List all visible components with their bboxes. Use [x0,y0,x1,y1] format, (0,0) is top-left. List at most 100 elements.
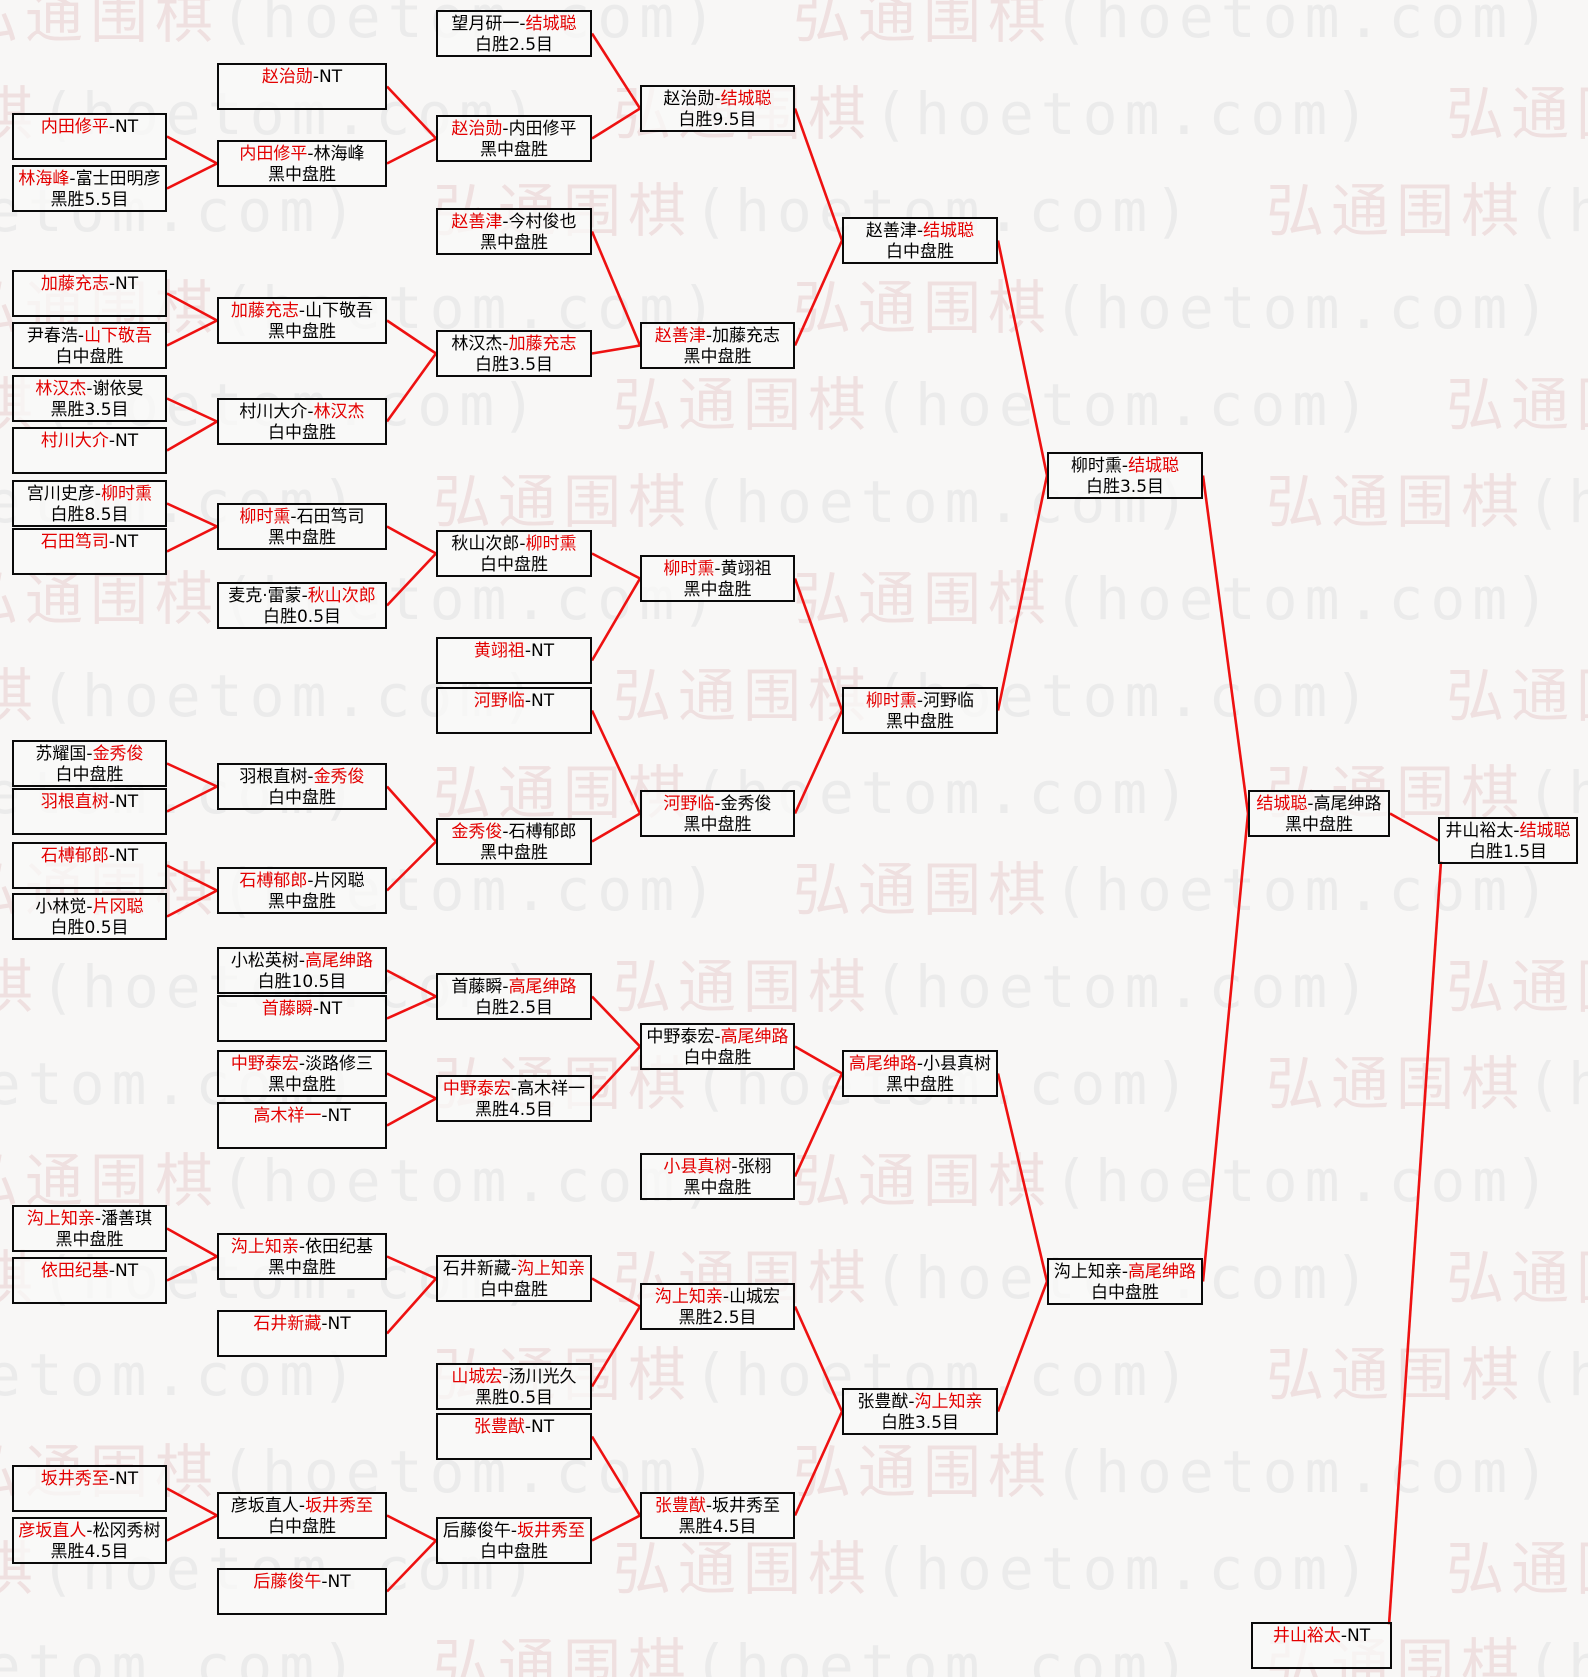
vs-dash: - [1307,794,1314,814]
match-players: 河野临-金秀俊 [642,794,793,815]
match-box: 石井新藏-沟上知亲 白中盘胜 [436,1255,592,1302]
watermark-text: 弘通围棋 [1446,1244,1588,1312]
watermark-text: 弘通围棋 [1446,953,1588,1021]
match-players: 小松英树-高尾绅路 [219,951,385,972]
match-players: 高尾绅路-小县真树 [844,1054,996,1075]
match-result: 白中盘胜 [683,1048,752,1068]
watermark-text: (hoetom.com) [1526,1341,1588,1409]
watermark-text: 弘通围棋 [1266,1341,1527,1409]
match-result: 白胜10.5目 [257,972,347,992]
connector-line [166,319,218,347]
vs-dash: - [307,144,314,164]
match-result: 白中盘胜 [55,765,124,785]
vs-dash: - [519,14,526,34]
player-name: 赵善津 [654,326,706,346]
player-name: 中野泰宏 [230,1054,299,1074]
match-players: 张豊猷-沟上知亲 [844,1392,996,1413]
connector-line [996,475,1049,711]
player-name: 林海峰 [18,169,70,189]
vs-dash: - [312,999,320,1019]
match-box: 宫川史彦-柳时熏 白胜8.5目 [12,480,167,527]
player-name: 富士田明彦 [75,169,161,189]
match-result: 白中盘胜 [480,1280,548,1300]
watermark-text: 弘通围棋 [1266,1050,1527,1118]
match-result: 黑中盘胜 [268,165,336,185]
vs-dash: - [86,744,93,764]
player-name: 沟上知亲 [654,1287,723,1307]
connector-line [793,1410,844,1517]
player-name: 柳时熏 [239,507,291,527]
vs-dash: - [510,1079,518,1099]
match-players: 金秀俊-石榑郁郎 [438,822,590,843]
player-name: NT [1347,1626,1371,1646]
vs-dash: - [908,1392,915,1412]
match-players: 中野泰宏-淡路修三 [219,1054,385,1075]
vs-dash: - [916,691,924,711]
vs-dash: - [108,532,116,552]
match-players: 黄翊祖-NT [438,641,590,662]
vs-dash: - [502,212,509,232]
connector-line [386,1097,437,1127]
vs-dash: - [321,1106,328,1126]
vs-dash: - [108,431,116,451]
player-name: 内田修平 [508,119,577,139]
match-box: 柳时熏-河野临 黑中盘胜 [842,687,998,734]
player-name: 山城宏 [729,1287,781,1307]
player-name: NT [327,1106,351,1126]
match-box: 沟上知亲-高尾绅路 白中盘胜 [1047,1258,1203,1305]
match-players: 加藤充志-山下敬吾 [219,301,385,322]
match-players: 结城聪-高尾绅路 [1250,794,1388,815]
player-name: 加藤充志 [508,334,577,354]
match-players: 赵善津-结城聪 [844,221,996,242]
player-name: 秋山次郎 [451,534,520,554]
match-result: 黑中盘胜 [268,1258,336,1278]
match-box: 金秀俊-石榑郁郎 黑中盘胜 [436,818,592,865]
connector-line [386,785,437,843]
match-result: 黑中盘胜 [268,322,336,342]
player-name: 河野临 [473,691,525,711]
player-name: 石井新藏 [442,1259,511,1279]
vs-dash: - [916,1054,924,1074]
vs-dash: - [524,641,532,661]
match-result: 白胜3.5目 [1085,477,1165,497]
connector-line [166,1487,218,1517]
watermark-text: (hoetom.com) [873,371,1377,439]
vs-dash: - [1121,1262,1129,1282]
connector-line [591,1514,641,1542]
vs-dash: - [108,846,116,866]
match-players: 柳时熏-河野临 [844,691,996,712]
vs-dash: - [94,1209,102,1229]
match-box: 张豊猷-坂井秀至 黑胜4.5目 [640,1492,795,1539]
match-players: 石井新藏-沟上知亲 [438,1259,590,1280]
vs-dash: - [714,559,721,579]
watermark-text: 弘通围棋 [0,0,221,51]
vs-dash: - [524,691,532,711]
vs-dash: - [312,67,320,87]
player-name: NT [115,274,139,294]
match-result: 白胜2.5目 [474,35,554,55]
player-name: 河野临 [663,794,715,814]
match-players: 内田修平-林海峰 [219,144,385,165]
connector-line [386,137,437,165]
match-result: 黑中盘胜 [268,1075,336,1095]
vs-dash: - [86,379,93,399]
vs-dash: - [108,1261,116,1281]
match-box: 中野泰宏-高木祥一 黑胜4.5目 [436,1075,592,1122]
watermark-text: 弘通围棋 [793,0,1054,51]
vs-dash: - [86,1521,93,1541]
watermark-text: 弘通围棋 [1446,371,1588,439]
player-name: 林汉杰 [313,402,365,422]
player-name: 柳时熏 [865,691,917,711]
match-result: 黑中盘胜 [886,1075,954,1095]
connector-line [386,1539,437,1593]
player-name: 沟上知亲 [914,1392,983,1412]
connector-line [166,1227,218,1258]
player-name: 山城宏 [451,1367,503,1387]
match-result: 黑胜0.5目 [474,1388,554,1408]
watermark-row: 弘通围棋(hoetom.com)弘通围棋(hoetom.com)弘通围棋(hoe… [0,85,1588,143]
vs-dash: - [731,1157,738,1177]
watermark-text: 弘通围棋 [0,565,221,633]
match-box: 内田修平-NT [12,113,167,160]
connector-line [386,1255,437,1280]
